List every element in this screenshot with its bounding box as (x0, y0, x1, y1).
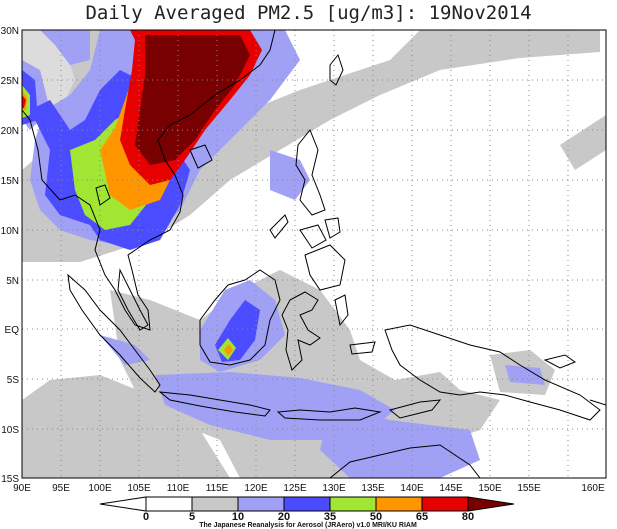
colorbar-swatch-7 (421, 496, 469, 512)
colorbar-level: 10 (232, 511, 244, 523)
lat-label: 20N (1, 126, 19, 137)
longitude-labels: 90E 95E 100E 105E 110E 115E 120E 125E 13… (13, 483, 605, 494)
colorbar-swatch-2 (191, 496, 239, 512)
lat-label: 5S (7, 375, 20, 386)
colorbar-level: 35 (324, 511, 336, 523)
lat-label: 25N (1, 76, 19, 87)
lat-label: EQ (5, 325, 20, 336)
credit-line: The Japanese Reanalysis for Aerosol (JRA… (199, 522, 417, 529)
lat-label: 10S (1, 425, 19, 436)
colorbar-swatch-3 (237, 496, 285, 512)
lat-label: 5N (6, 276, 19, 287)
colorbar-swatch-4 (283, 496, 331, 512)
colorbar-level: 0 (143, 511, 149, 523)
lat-label: 15N (1, 176, 19, 187)
colorbar-swatch-8 (467, 496, 515, 512)
lon-label: 160E (581, 483, 605, 494)
colorbar-level: 65 (416, 511, 428, 523)
lon-label: 150E (478, 483, 502, 494)
colorbar-level: 20 (278, 511, 290, 523)
lon-label: 115E (206, 483, 229, 494)
lon-label: 100E (88, 483, 112, 494)
pm25-field (22, 30, 606, 478)
colorbar: 0 5 10 20 35 50 65 80 (99, 496, 515, 523)
coastlines (22, 30, 606, 478)
lon-label: 95E (52, 483, 70, 494)
lon-label: 105E (127, 483, 151, 494)
colorbar-level: 50 (370, 511, 382, 523)
lat-label: 30N (1, 26, 19, 37)
lon-label: 90E (13, 483, 31, 494)
lat-label: 15S (1, 474, 19, 485)
colorbar-level: 80 (462, 511, 474, 523)
map-title: Daily Averaged PM2.5 [ug/m3]: 19Nov2014 (85, 2, 532, 24)
map-frame (21, 29, 607, 479)
lon-label: 140E (400, 483, 424, 494)
colorbar-swatch-1 (145, 496, 193, 512)
lon-label: 110E (167, 483, 190, 494)
colorbar-swatch-0 (99, 496, 147, 512)
colorbar-swatch-6 (375, 496, 423, 512)
lat-label: 10N (1, 226, 19, 237)
lon-label: 130E (322, 483, 346, 494)
lon-label: 135E (361, 483, 385, 494)
colorbar-level: 5 (189, 511, 195, 523)
lon-label: 120E (244, 483, 268, 494)
colorbar-swatch-5 (329, 496, 377, 512)
lon-label: 145E (439, 483, 463, 494)
latitude-labels: 30N 25N 20N 15N 10N 5N EQ 5S 10S 15S (1, 26, 20, 485)
lon-label: 155E (517, 483, 541, 494)
lon-label: 125E (283, 483, 307, 494)
